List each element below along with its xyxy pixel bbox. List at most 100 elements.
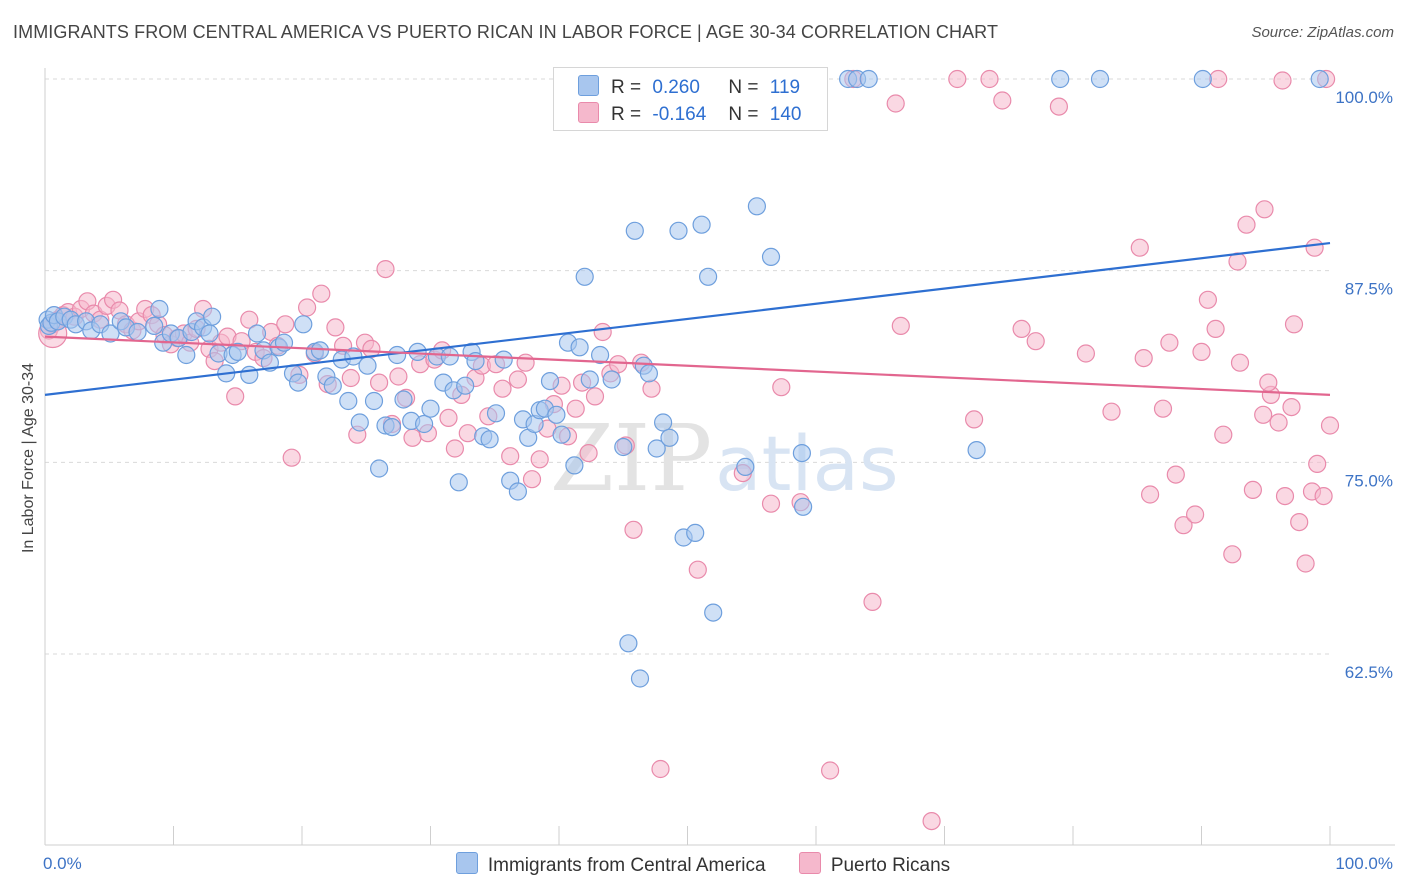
- central-america-point: [394, 390, 413, 409]
- puerto-ricans-point: [1255, 200, 1274, 219]
- legend-swatch-pink: [798, 852, 821, 874]
- puerto-ricans-point: [1166, 465, 1185, 484]
- puerto-ricans-point: [1254, 405, 1273, 424]
- central-america-point: [323, 376, 342, 395]
- legend-row-puerto-ricans: R = -0.164 N = 140: [578, 102, 801, 128]
- puerto-ricans-point: [1314, 487, 1333, 506]
- puerto-ricans-point: [1192, 342, 1211, 361]
- legend-n-label: N =: [728, 104, 759, 125]
- y-axis-label: In Labor Force | Age 30-34: [20, 363, 37, 553]
- series-legend: Immigrants from Central America Puerto R…: [0, 852, 1406, 877]
- puerto-ricans-point: [282, 448, 301, 467]
- central-america-point: [1310, 69, 1329, 89]
- chart-title: IMMIGRANTS FROM CENTRAL AMERICA VS PUERT…: [13, 22, 999, 42]
- legend-swatch-pink: [578, 102, 599, 123]
- puerto-ricans-point: [1140, 485, 1160, 504]
- puerto-ricans-point: [964, 410, 984, 429]
- puerto-ricans-point: [820, 761, 840, 780]
- y-tick-label: 62.5%: [1345, 663, 1393, 682]
- puerto-ricans-point: [1209, 69, 1228, 89]
- puerto-ricans-point: [403, 428, 422, 447]
- puerto-ricans-point: [1012, 319, 1031, 338]
- watermark: ZIP atlas: [550, 405, 899, 512]
- puerto-ricans-point: [389, 367, 408, 386]
- central-america-point: [456, 376, 475, 395]
- puerto-ricans-point: [1130, 238, 1149, 257]
- central-america-point: [625, 221, 644, 240]
- puerto-ricans-point: [298, 298, 317, 317]
- central-america-point: [289, 373, 308, 392]
- central-america-point: [247, 324, 267, 343]
- stats-legend: R = 0.260 N = 119 R = -0.164 N = 140: [553, 67, 828, 131]
- central-america-point: [761, 247, 781, 266]
- central-america-point: [967, 441, 986, 460]
- central-america-point: [570, 338, 589, 357]
- trend-lines: [44, 241, 1331, 396]
- y-tick-label: 100.0%: [1335, 88, 1393, 107]
- central-america-point: [653, 413, 673, 432]
- central-america-point: [647, 439, 666, 458]
- central-america-point: [440, 347, 459, 366]
- puerto-ricans-point: [1230, 353, 1250, 372]
- central-america-point: [364, 391, 384, 411]
- puerto-ricans-point: [651, 759, 670, 779]
- legend-n-value: 140: [769, 104, 802, 125]
- central-america-point: [793, 497, 813, 516]
- central-america-point: [200, 324, 219, 343]
- puerto-ricans-point: [1308, 454, 1327, 473]
- legend-r-label: R =: [611, 104, 642, 125]
- central-america-point: [704, 603, 723, 622]
- puerto-ricans-point: [1223, 545, 1242, 564]
- central-america-point: [128, 322, 147, 342]
- central-america-points: [38, 69, 1329, 688]
- central-america-point: [415, 414, 434, 434]
- puerto-ricans-point: [458, 424, 477, 443]
- central-america-point: [150, 299, 169, 319]
- puerto-ricans-point: [1214, 425, 1233, 444]
- central-america-point: [358, 356, 377, 375]
- central-america-point: [792, 444, 812, 463]
- puerto-ricans-point: [376, 260, 395, 279]
- puerto-ricans-point: [1185, 505, 1205, 524]
- central-america-point: [686, 523, 705, 543]
- central-america-point: [660, 428, 679, 447]
- puerto-ricans-point: [891, 316, 910, 335]
- central-america-point: [145, 316, 164, 335]
- puerto-ricans-point: [240, 310, 259, 329]
- puerto-ricans-point: [863, 592, 882, 612]
- puerto-ricans-point: [566, 399, 585, 418]
- puerto-ricans-point: [1134, 349, 1153, 368]
- tick-labels: 100.0% 87.5% 75.0% 62.5% 0.0% 100.0%: [43, 88, 1393, 873]
- central-america-point: [294, 315, 313, 334]
- central-america-point: [565, 456, 584, 475]
- puerto-ricans-point: [326, 318, 345, 337]
- central-america-point: [669, 221, 688, 240]
- puerto-ricans-point: [772, 378, 791, 397]
- puerto-ricans-point: [993, 91, 1012, 110]
- legend-r-label: R =: [611, 77, 642, 98]
- puerto-ricans-point: [1273, 71, 1292, 90]
- puerto-ricans-point: [439, 408, 458, 427]
- central-america-point: [614, 437, 633, 457]
- puerto-ricans-point: [688, 560, 707, 579]
- legend-swatch-blue: [455, 852, 478, 874]
- puerto-ricans-point: [341, 368, 360, 388]
- puerto-ricans-point: [1076, 344, 1096, 363]
- legend-row-central-america: R = 0.260 N = 119: [578, 75, 800, 101]
- puerto-ricans-point: [922, 811, 941, 831]
- puerto-ricans-point: [1174, 516, 1193, 535]
- legend-item-central-america[interactable]: Immigrants from Central America: [455, 852, 766, 877]
- central-america-point: [350, 413, 369, 432]
- puerto-ricans-point: [1296, 554, 1315, 573]
- central-america-point: [421, 399, 440, 418]
- central-america-point: [547, 405, 566, 424]
- central-america-point: [228, 342, 247, 361]
- central-america-point: [494, 350, 513, 369]
- puerto-ricans-point: [1153, 399, 1173, 418]
- central-america-point: [382, 418, 402, 437]
- legend-r-value: -0.164: [652, 104, 707, 125]
- legend-item-puerto-ricans[interactable]: Puerto Ricans: [798, 852, 950, 877]
- legend-r-value: 0.260: [652, 77, 700, 98]
- puerto-ricans-point: [948, 69, 967, 89]
- central-america-point: [101, 324, 120, 343]
